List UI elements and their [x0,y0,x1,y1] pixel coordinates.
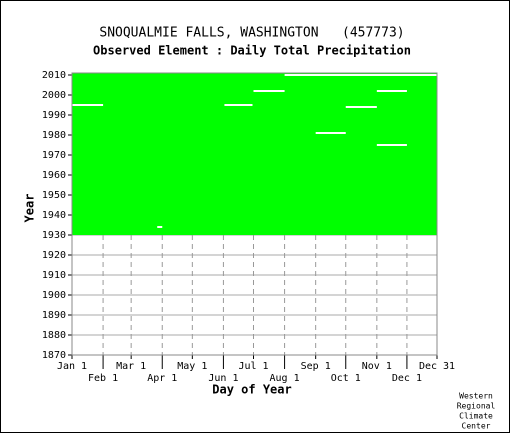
y-tick-label: 1920 [42,250,66,261]
x-tick-label: Jun 1 [208,373,238,384]
y-tick-label: 2000 [42,90,66,101]
gap [253,90,285,92]
y-tick-label: 1970 [42,150,66,161]
y-tick-label: 1870 [42,350,66,361]
x-tick-label: Aug 1 [270,373,300,384]
y-tick-label: 1990 [42,110,66,121]
credit: Regional [457,402,496,411]
y-tick-label: 1890 [42,310,66,321]
x-tick-label: Jan 1 [57,361,87,372]
x-tick-label: Jul 1 [238,361,268,372]
x-axis-label: Day of Year [212,383,291,397]
gap [224,104,253,106]
gap [345,106,377,108]
y-tick-label: 2010 [42,70,66,81]
y-tick-label: 1940 [42,210,66,221]
y-tick-label: 1950 [42,190,66,201]
y-axis-label: Year [23,194,37,223]
x-tick-label: Sep 1 [301,361,331,372]
x-tick-label: Apr 1 [147,373,177,384]
credit: Climate [459,412,493,421]
gap [315,132,346,134]
gap [157,226,163,228]
y-tick-label: 1880 [42,330,66,341]
x-tick-label: May 1 [177,361,207,372]
x-tick-label: Oct 1 [331,373,361,384]
chart-title: SNOQUALMIE FALLS, WASHINGTON (457773) [99,26,404,41]
credit: Western [459,392,493,401]
gap [376,90,407,92]
x-tick-label: Dec 1 [392,373,422,384]
chart-subtitle: Observed Element : Daily Total Precipita… [93,44,411,58]
x-tick-label: Mar 1 [116,361,146,372]
y-tick-label: 1980 [42,130,66,141]
x-tick-label: Dec 31 [419,361,455,372]
coverage [72,73,437,235]
y-tick-label: 1960 [42,170,66,181]
y-tick-label: 1930 [42,230,66,241]
y-tick-label: 1900 [42,290,66,301]
gap [72,104,104,106]
y-tick-label: 1910 [42,270,66,281]
credit: Center [462,422,491,431]
gap [284,74,437,76]
x-tick-label: Nov 1 [362,361,392,372]
gap [376,144,407,146]
plot-border [71,72,438,356]
x-tick-label: Feb 1 [88,373,118,384]
